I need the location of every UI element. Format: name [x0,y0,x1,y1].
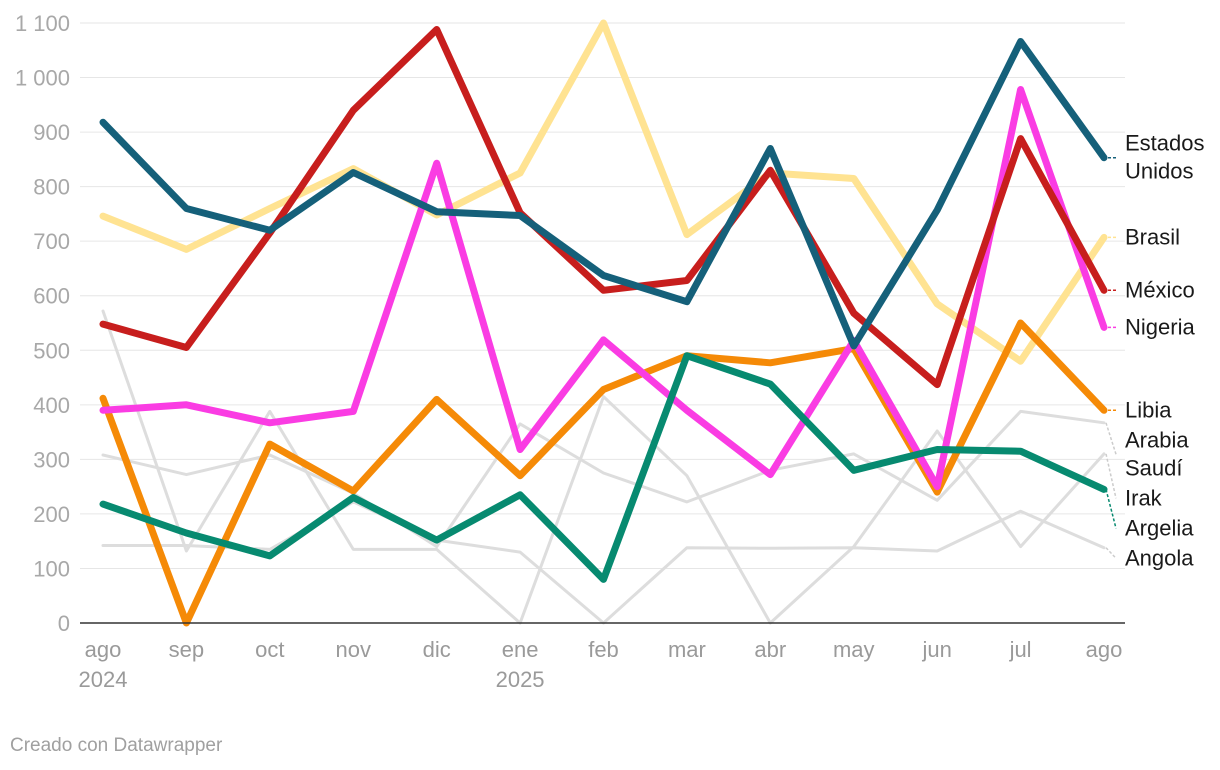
y-tick-label: 200 [33,502,70,527]
x-tick-label: ene [502,637,539,662]
x-tick-label: oct [255,637,284,662]
series-line-brasil [99,19,1108,365]
x-tick-label: dic [423,637,451,662]
y-tick-label: 300 [33,447,70,472]
x-axis-ticks: ago sep oct nov dic ene feb mar abr may jun jul ago 2… [79,637,1123,692]
series-line-argelia [99,352,1108,583]
y-tick-label: 800 [33,175,70,200]
x-tick-label: sep [169,637,204,662]
series-labels: Estados Unidos Brasil México Nigeria Libia Ara… [1105,131,1205,570]
series-label-arabia-saudí: Saudí [1125,455,1183,480]
x-tick-label: jul [1009,637,1032,662]
label-connector [1105,422,1117,455]
y-tick-label: 700 [33,229,70,254]
y-tick-label: 100 [33,556,70,581]
x-tick-label: ago [1086,637,1123,662]
label-connector [1105,489,1117,529]
credit-text: Creado con Datawrapper [10,735,223,756]
series-label-nigeria: Nigeria [1125,314,1195,339]
series-line-arabia-saudí [101,409,1106,549]
y-tick-label: 400 [33,393,70,418]
x-tick-label: abr [754,637,786,662]
x-tick-label: ago [85,637,122,662]
series-line-libia [99,319,1108,627]
series-label-libia: Libia [1125,397,1172,422]
label-connector [1105,453,1117,499]
x-year-label: 2024 [79,667,128,692]
y-tick-label: 1 100 [15,11,70,36]
series-line-estados-unidos [99,38,1108,350]
series-line-méxico [99,26,1108,389]
x-tick-label: may [833,637,875,662]
series-label-arabia-saudí: Arabia [1125,427,1189,452]
series-label-estados-unidos: Estados [1125,131,1205,156]
x-tick-label: nov [336,637,371,662]
y-tick-label: 600 [33,284,70,309]
y-tick-label: 1 000 [15,66,70,91]
y-tick-label: 500 [33,338,70,363]
series-label-estados-unidos: Unidos [1125,159,1193,184]
line-chart: 0 100 200 300 400 500 600 700 800 900 1 000 1 100 a… [15,11,1205,692]
x-tick-label: mar [668,637,706,662]
series-label-brasil: Brasil [1125,224,1180,249]
x-tick-label: jun [921,637,951,662]
y-axis-ticks: 0 100 200 300 400 500 600 700 800 900 1 000 1 100 [15,11,70,636]
x-year-label: 2025 [496,667,545,692]
y-tick-label: 900 [33,120,70,145]
series-lines [99,19,1108,627]
series-label-angola: Angola [1125,545,1194,570]
series-label-argelia: Argelia [1125,515,1194,540]
y-tick-label: 0 [58,611,70,636]
series-line-irak [101,309,1106,625]
series-line-angola [101,500,1106,625]
label-connector [1105,547,1117,559]
series-label-irak: Irak [1125,485,1163,510]
series-label-méxico: México [1125,277,1195,302]
series-line-nigeria [99,86,1108,491]
x-tick-label: feb [588,637,619,662]
